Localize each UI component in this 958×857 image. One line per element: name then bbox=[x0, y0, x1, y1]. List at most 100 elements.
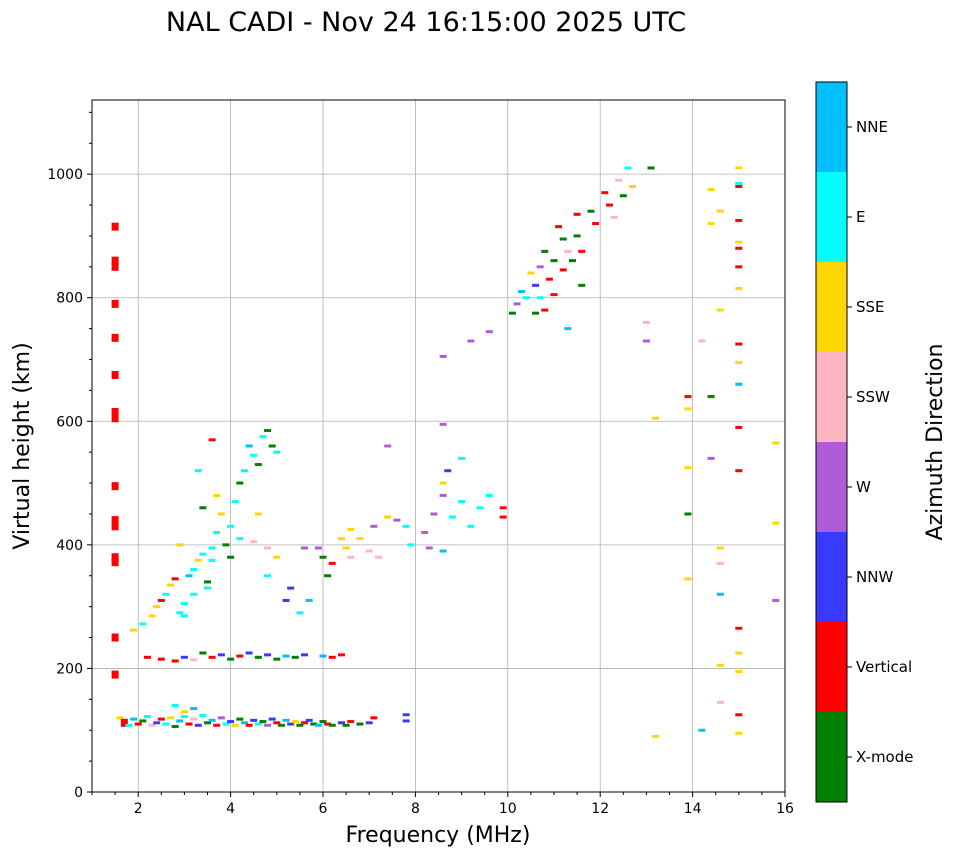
colorbar-label: Azimuth Direction bbox=[923, 343, 948, 540]
data-point bbox=[245, 444, 253, 448]
data-point bbox=[111, 633, 119, 642]
data-point bbox=[227, 524, 235, 528]
colorbar-segment bbox=[816, 82, 847, 172]
data-point bbox=[564, 249, 572, 253]
data-point bbox=[578, 249, 586, 253]
data-point bbox=[421, 531, 429, 534]
colorbar-tick-label: Vertical bbox=[856, 658, 912, 676]
data-point bbox=[199, 552, 207, 556]
data-point bbox=[111, 256, 119, 265]
data-point bbox=[527, 271, 535, 275]
data-point bbox=[605, 203, 613, 207]
colorbar-tick-label: W bbox=[856, 478, 871, 496]
data-point bbox=[194, 723, 202, 727]
data-point bbox=[190, 717, 198, 721]
data-point bbox=[568, 259, 576, 263]
data-point bbox=[513, 302, 521, 306]
data-point bbox=[111, 670, 119, 679]
data-point bbox=[231, 723, 239, 727]
data-point bbox=[227, 555, 235, 559]
data-point bbox=[111, 262, 119, 271]
data-point bbox=[629, 185, 637, 188]
data-point bbox=[213, 493, 221, 497]
data-point bbox=[407, 543, 415, 547]
data-point bbox=[324, 722, 332, 726]
data-point bbox=[402, 524, 410, 528]
data-point bbox=[157, 657, 165, 661]
data-point bbox=[162, 592, 170, 596]
data-point bbox=[176, 543, 184, 547]
data-point bbox=[236, 654, 244, 658]
data-point bbox=[508, 311, 516, 315]
data-point bbox=[180, 614, 188, 618]
data-point bbox=[194, 469, 202, 473]
data-point bbox=[735, 185, 743, 188]
data-point bbox=[592, 222, 600, 226]
data-point bbox=[254, 463, 262, 467]
data-point bbox=[148, 723, 156, 727]
data-point bbox=[328, 655, 336, 659]
x-tick-label: 12 bbox=[591, 801, 609, 817]
data-point bbox=[245, 723, 253, 727]
y-tick-label: 400 bbox=[56, 538, 83, 554]
data-point bbox=[227, 657, 235, 661]
data-point bbox=[296, 723, 304, 727]
data-point bbox=[402, 719, 410, 723]
data-point bbox=[227, 720, 235, 724]
data-point bbox=[254, 512, 262, 516]
data-point bbox=[171, 577, 179, 581]
data-point bbox=[698, 339, 706, 343]
data-point bbox=[157, 598, 165, 602]
data-point bbox=[139, 622, 147, 626]
data-point bbox=[522, 296, 530, 300]
data-point bbox=[291, 655, 299, 659]
data-point bbox=[208, 546, 216, 550]
data-point bbox=[439, 493, 447, 497]
data-point bbox=[716, 546, 724, 550]
data-point bbox=[240, 721, 248, 725]
data-point bbox=[356, 537, 364, 541]
data-point bbox=[264, 429, 272, 433]
data-point bbox=[624, 166, 632, 170]
data-point bbox=[536, 296, 544, 300]
data-point bbox=[180, 715, 188, 719]
data-point bbox=[176, 719, 184, 723]
data-point bbox=[499, 515, 507, 519]
data-point bbox=[541, 249, 549, 253]
data-point bbox=[190, 658, 198, 662]
data-point bbox=[190, 592, 198, 596]
data-point bbox=[314, 546, 322, 550]
data-point bbox=[545, 277, 553, 281]
data-point bbox=[772, 598, 780, 602]
x-axis-ticks: 2 4 6 8 10 12 14 16 bbox=[91, 792, 794, 817]
data-point bbox=[208, 718, 216, 722]
data-point bbox=[213, 723, 221, 727]
data-point bbox=[684, 512, 692, 516]
data-point bbox=[328, 723, 336, 727]
data-point bbox=[735, 670, 743, 674]
data-point bbox=[374, 555, 382, 559]
data-point bbox=[134, 722, 142, 726]
data-point bbox=[384, 444, 392, 448]
data-point bbox=[384, 515, 392, 519]
data-point bbox=[425, 546, 433, 550]
colorbar-segment bbox=[816, 532, 847, 622]
data-point bbox=[587, 209, 595, 213]
data-point bbox=[204, 586, 211, 590]
y-axis-ticks: 0 200 400 600 800 1000 bbox=[47, 111, 92, 801]
data-point bbox=[735, 218, 743, 222]
data-point bbox=[208, 655, 216, 659]
data-point bbox=[120, 718, 128, 727]
data-point bbox=[328, 561, 336, 565]
colorbar-segment bbox=[816, 712, 847, 802]
data-point bbox=[564, 327, 572, 331]
data-point bbox=[190, 568, 198, 572]
data-point bbox=[236, 537, 244, 541]
x-tick-label: 10 bbox=[499, 801, 517, 817]
data-points bbox=[111, 166, 780, 738]
data-point bbox=[116, 716, 124, 720]
colorbar-tick-label: SSW bbox=[856, 388, 890, 406]
colorbar-segment bbox=[816, 622, 847, 712]
data-point bbox=[735, 651, 743, 655]
data-point bbox=[642, 320, 650, 324]
